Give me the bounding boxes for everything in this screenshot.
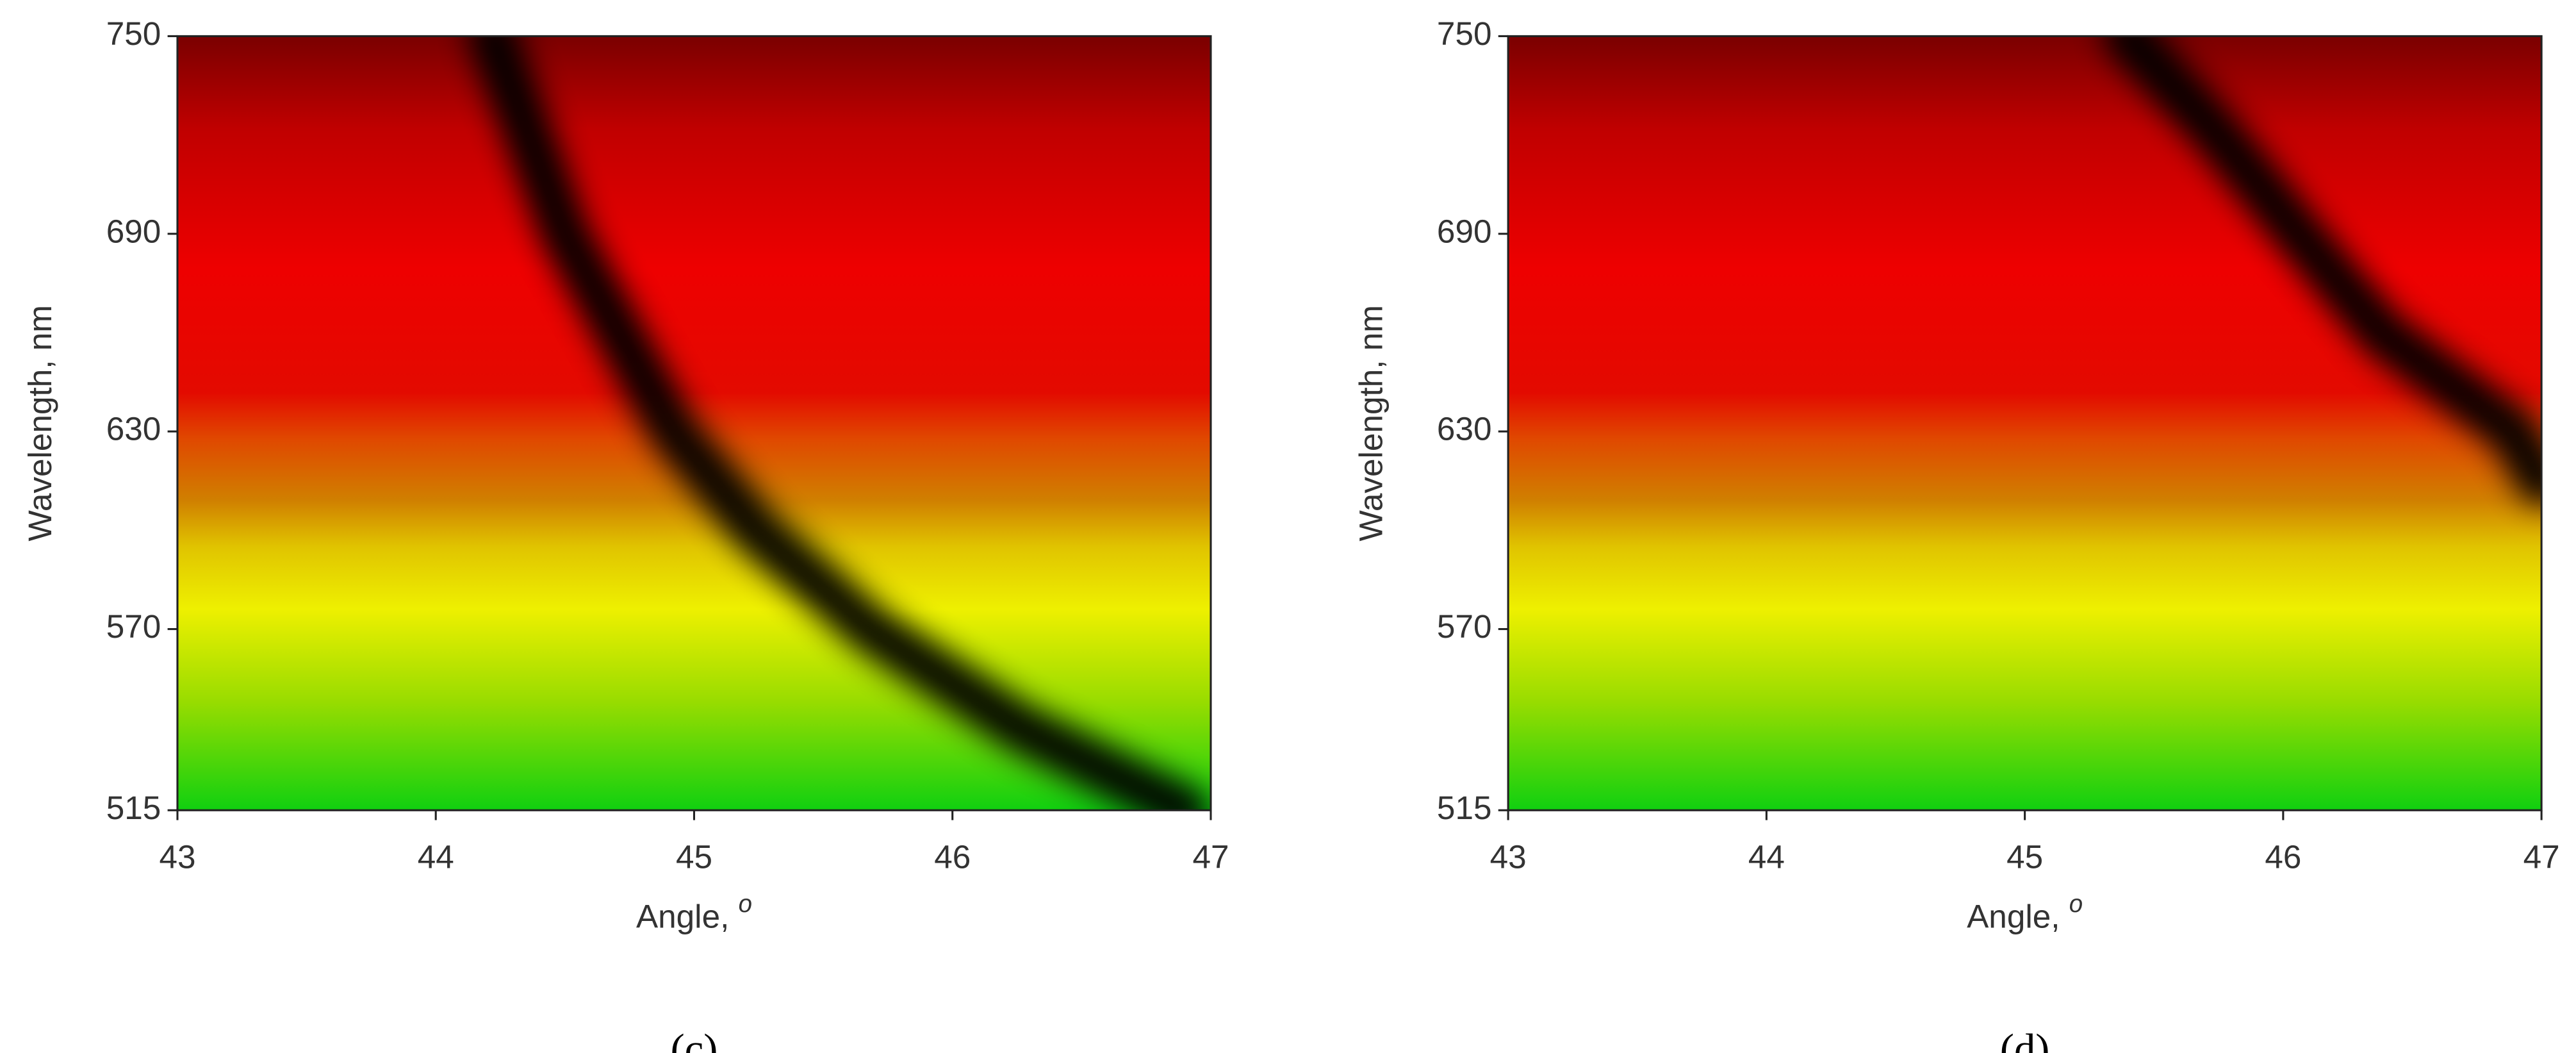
y-tick-label: 690	[106, 213, 161, 249]
y-tick-label: 570	[1437, 608, 1492, 645]
x-tick-label: 45	[676, 839, 712, 875]
y-tick-label: 630	[106, 411, 161, 447]
panel-label: (c)	[670, 1026, 718, 1053]
x-axis-label-text: Angle,	[1967, 898, 2060, 934]
curve-group	[468, 36, 1210, 811]
x-tick-label: 46	[2265, 839, 2301, 875]
x-tick-label: 47	[1192, 839, 1229, 875]
panel-label: (d)	[2000, 1026, 2050, 1053]
x-axis-label-unit: o	[2069, 890, 2083, 918]
plot-frame	[1507, 35, 2543, 811]
x-axis-label-unit: o	[739, 890, 752, 918]
x-tick-label: 44	[1748, 839, 1785, 875]
x-tick-label: 46	[934, 839, 971, 875]
heatmap-image	[1508, 36, 2542, 811]
x-tick-label: 43	[159, 839, 195, 875]
y-tick-label: 515	[106, 790, 161, 826]
resonance-curve	[468, 36, 1210, 811]
x-tick-label: 43	[1490, 839, 1527, 875]
x-axis-label-text: Angle,	[636, 898, 729, 934]
x-tick-label: 44	[418, 839, 454, 875]
curve-group	[2103, 36, 2542, 506]
x-axis-label: Angle, o	[636, 890, 752, 934]
y-tick-label: 570	[106, 608, 161, 645]
y-axis-label: Wavelength, nm	[22, 305, 58, 542]
y-tick-label: 630	[1437, 411, 1492, 447]
y-tick-label: 690	[1437, 213, 1492, 249]
resonance-curve	[2103, 36, 2542, 506]
x-tick-label: 47	[2523, 839, 2560, 875]
y-tick-label: 750	[106, 15, 161, 52]
y-axis-label: Wavelength, nm	[1352, 305, 1389, 542]
x-axis-label: Angle, o	[1967, 890, 2083, 934]
y-tick-label: 515	[1437, 790, 1492, 826]
plot-frame	[176, 35, 1212, 811]
y-tick-label: 750	[1437, 15, 1492, 52]
x-tick-label: 45	[2006, 839, 2043, 875]
